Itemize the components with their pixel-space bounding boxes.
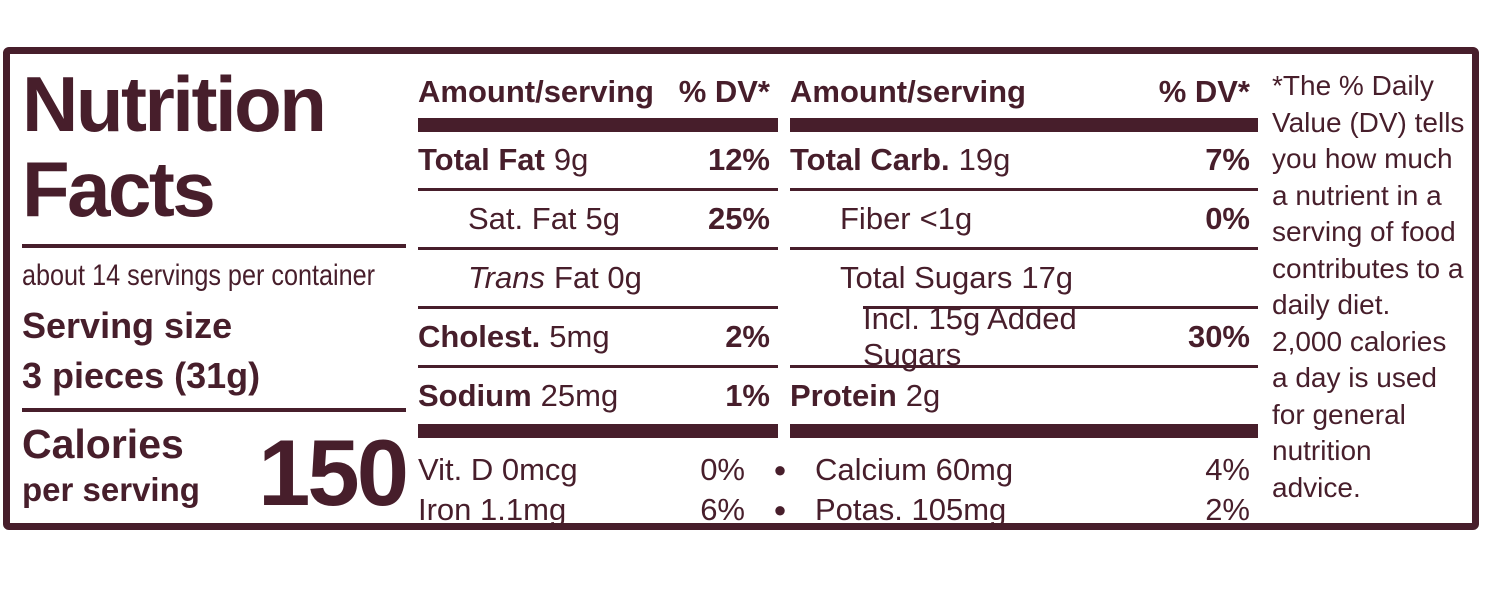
nutrient-name: Protein (790, 378, 897, 413)
nutrient-row-total-carb: Total Carb. 19g 7% (790, 132, 1258, 188)
nutrient-amount: Fat 0g (553, 260, 642, 295)
separator-rule (790, 188, 1258, 191)
header-bar (418, 118, 778, 132)
serving-info-panel: Nutrition Facts about 14 servings per co… (22, 60, 409, 525)
micronutrients-section: Vit. D 0mcg 0% ● Calcium 60mg 4% Iron 1.… (418, 450, 1250, 530)
separator-rule (418, 365, 778, 368)
nutrient-name: Sodium (418, 378, 532, 413)
nutrient-row-total-fat: Total Fat 9g 12% (418, 132, 778, 188)
separator-rule-indented (863, 306, 1258, 309)
micronutrient-row: Vit. D 0mcg 0% ● Calcium 60mg 4% (418, 450, 1250, 490)
micronutrient-name: Calcium 60mg (815, 452, 1014, 487)
calories-label: Calories (22, 421, 184, 467)
micronutrient-name: Potas. 105mg (815, 492, 1007, 527)
nutrient-amount: 5mg (549, 319, 610, 354)
nutrient-dv: 1% (725, 378, 770, 413)
footnote-line: serving of food (1272, 216, 1456, 247)
nutrient-name: Cholest. (418, 319, 541, 354)
bullet-separator-icon: ● (773, 497, 787, 522)
nutrient-amount: 17g (1021, 260, 1074, 295)
nutrient-dv: 2% (725, 319, 770, 354)
micronutrient-name: Iron 1.1mg (418, 492, 567, 527)
footnote-line: daily diet. (1272, 289, 1391, 320)
nutrient-amount: 19g (958, 142, 1011, 177)
nutrient-row-cholesterol: Cholest. 5mg 2% (418, 309, 778, 365)
bullet-separator-icon: ● (773, 457, 787, 482)
nutrient-amount: <1g (919, 201, 973, 236)
nutrition-title-line1: Nutrition (22, 60, 327, 148)
footnote-line: 2,000 calories (1272, 325, 1447, 357)
header-bar (790, 118, 1258, 132)
footnote-line: you how much (1272, 143, 1453, 174)
nutrient-row-added-sugars: Incl. 15g Added Sugars 30% (790, 301, 1258, 372)
nutrient-row-total-sugars: Total Sugars 17g (790, 250, 1258, 306)
nutrient-amount: 5g (585, 201, 621, 236)
nutrient-dv: 0% (1205, 201, 1250, 236)
nutrient-name: Fiber (840, 201, 911, 236)
nutrient-name: Incl. 15g Added Sugars (863, 301, 1077, 372)
nutrition-facts-label: Nutrition Facts about 14 servings per co… (3, 47, 1479, 530)
divider-rule (22, 408, 406, 412)
section-bar (790, 424, 1258, 438)
daily-value-footnote: *The % Daily Value (DV) tells you how mu… (1272, 68, 1500, 506)
nutrient-name: Total Fat (418, 142, 545, 177)
micronutrient-row: Iron 1.1mg 6% ● Potas. 105mg 2% (418, 490, 1250, 530)
serving-size-value: 3 pieces (31g) (22, 355, 261, 396)
section-bar (418, 424, 778, 438)
separator-rule (418, 188, 778, 191)
separator-rule (418, 306, 778, 309)
nutrient-name: Trans (468, 260, 545, 295)
nutrient-row-sat-fat: Sat. Fat 5g 25% (418, 191, 778, 247)
calories-row: Calories per serving 150 (22, 420, 409, 525)
percent-dv-header: % DV* (1158, 74, 1250, 109)
nutrient-amount: 25mg (540, 378, 619, 413)
footnote-line: Value (DV) tells (1272, 106, 1465, 138)
nutrient-name: Total Sugars (840, 260, 1013, 295)
micronutrient-dv: 4% (1205, 452, 1250, 487)
separator-rule (790, 365, 1258, 368)
nutrient-dv: 12% (707, 142, 770, 177)
nutrient-row-sodium: Sodium 25mg 1% (418, 368, 778, 424)
micronutrient-dv: 6% (700, 492, 745, 527)
footnote-line: advice. (1272, 471, 1361, 503)
nutrient-dv: 30% (1187, 319, 1250, 354)
nutrient-row-protein: Protein 2g (790, 368, 1258, 424)
footnote-line: nutrition (1272, 435, 1372, 466)
nutrient-column-fat: Amount/serving % DV* Total Fat 9g 12% Sa… (418, 70, 778, 438)
micronutrient-name: Vit. D 0mcg (418, 452, 578, 487)
separator-rule (790, 247, 1258, 250)
micronutrient-dv: 0% (700, 452, 745, 487)
footnote-line: *The % Daily (1272, 70, 1434, 101)
footnote-line: a nutrient in a (1272, 179, 1442, 211)
percent-dv-header: % DV* (678, 74, 770, 109)
column-header: Amount/serving % DV* (790, 70, 1258, 118)
calories-labels: Calories per serving (22, 420, 200, 520)
amount-serving-header: Amount/serving (790, 74, 1026, 109)
servings-per-container: about 14 servings per container (22, 259, 376, 292)
column-header: Amount/serving % DV* (418, 70, 778, 118)
nutrient-row-fiber: Fiber <1g 0% (790, 191, 1258, 247)
nutrient-dv: 7% (1205, 142, 1250, 177)
separator-rule (418, 247, 778, 250)
nutrition-title-line2: Facts (22, 145, 216, 233)
nutrient-column-carb: Amount/serving % DV* Total Carb. 19g 7% … (790, 70, 1258, 438)
micronutrient-dv: 2% (1205, 492, 1250, 527)
divider-rule (22, 244, 406, 248)
calories-per-serving-label: per serving (22, 471, 200, 508)
calories-value: 150 (258, 420, 409, 525)
nutrient-amount: 2g (905, 378, 941, 413)
footnote-line: for general (1272, 398, 1406, 430)
nutrient-row-trans-fat: Trans Fat 0g (418, 250, 778, 306)
nutrient-amount: 9g (553, 142, 589, 177)
serving-size-label: Serving size (22, 305, 233, 346)
nutrient-dv: 25% (707, 201, 770, 236)
amount-serving-header: Amount/serving (418, 74, 654, 109)
nutrient-name: Sat. Fat (468, 201, 577, 236)
footnote-line: a day is used (1272, 362, 1437, 393)
nutrient-name: Total Carb. (790, 142, 950, 177)
footnote-line: contributes to a (1272, 252, 1464, 284)
